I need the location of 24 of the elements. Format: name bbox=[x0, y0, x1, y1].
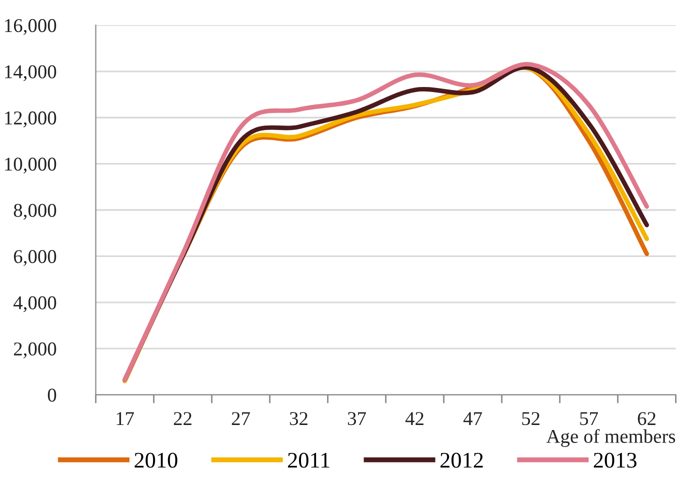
x-tick-label: 47 bbox=[463, 412, 482, 425]
legend-label: 2011 bbox=[288, 452, 330, 468]
y-tick-label: 16,000 bbox=[5, 19, 56, 35]
y-tick-label: 2,000 bbox=[14, 342, 56, 358]
x-tick-label: 17 bbox=[116, 412, 134, 425]
y-tick-label: 10,000 bbox=[5, 158, 56, 174]
y-tick-label: 6,000 bbox=[14, 250, 56, 266]
legend-label: 2010 bbox=[134, 452, 178, 468]
x-axis-title: Age of members bbox=[546, 429, 676, 447]
x-tick-label: 52 bbox=[522, 412, 540, 426]
x-tick-label: 42 bbox=[405, 412, 424, 425]
x-tick-label: 32 bbox=[290, 412, 308, 426]
y-tick-label: 0 bbox=[48, 388, 56, 402]
y-tick-label: 12,000 bbox=[5, 111, 56, 128]
x-tick-label: 22 bbox=[174, 412, 192, 425]
legend-label: 2013 bbox=[594, 452, 636, 468]
legend-label: 2012 bbox=[440, 452, 483, 468]
y-tick-label: 8,000 bbox=[14, 204, 56, 220]
x-tick-label: 27 bbox=[232, 412, 250, 425]
x-tick-label: 62 bbox=[638, 412, 656, 426]
y-tick-label: 14,000 bbox=[5, 65, 56, 82]
x-tick-label: 37 bbox=[348, 412, 366, 426]
x-tick-label: 57 bbox=[580, 412, 598, 426]
y-tick-label: 4,000 bbox=[14, 296, 56, 312]
